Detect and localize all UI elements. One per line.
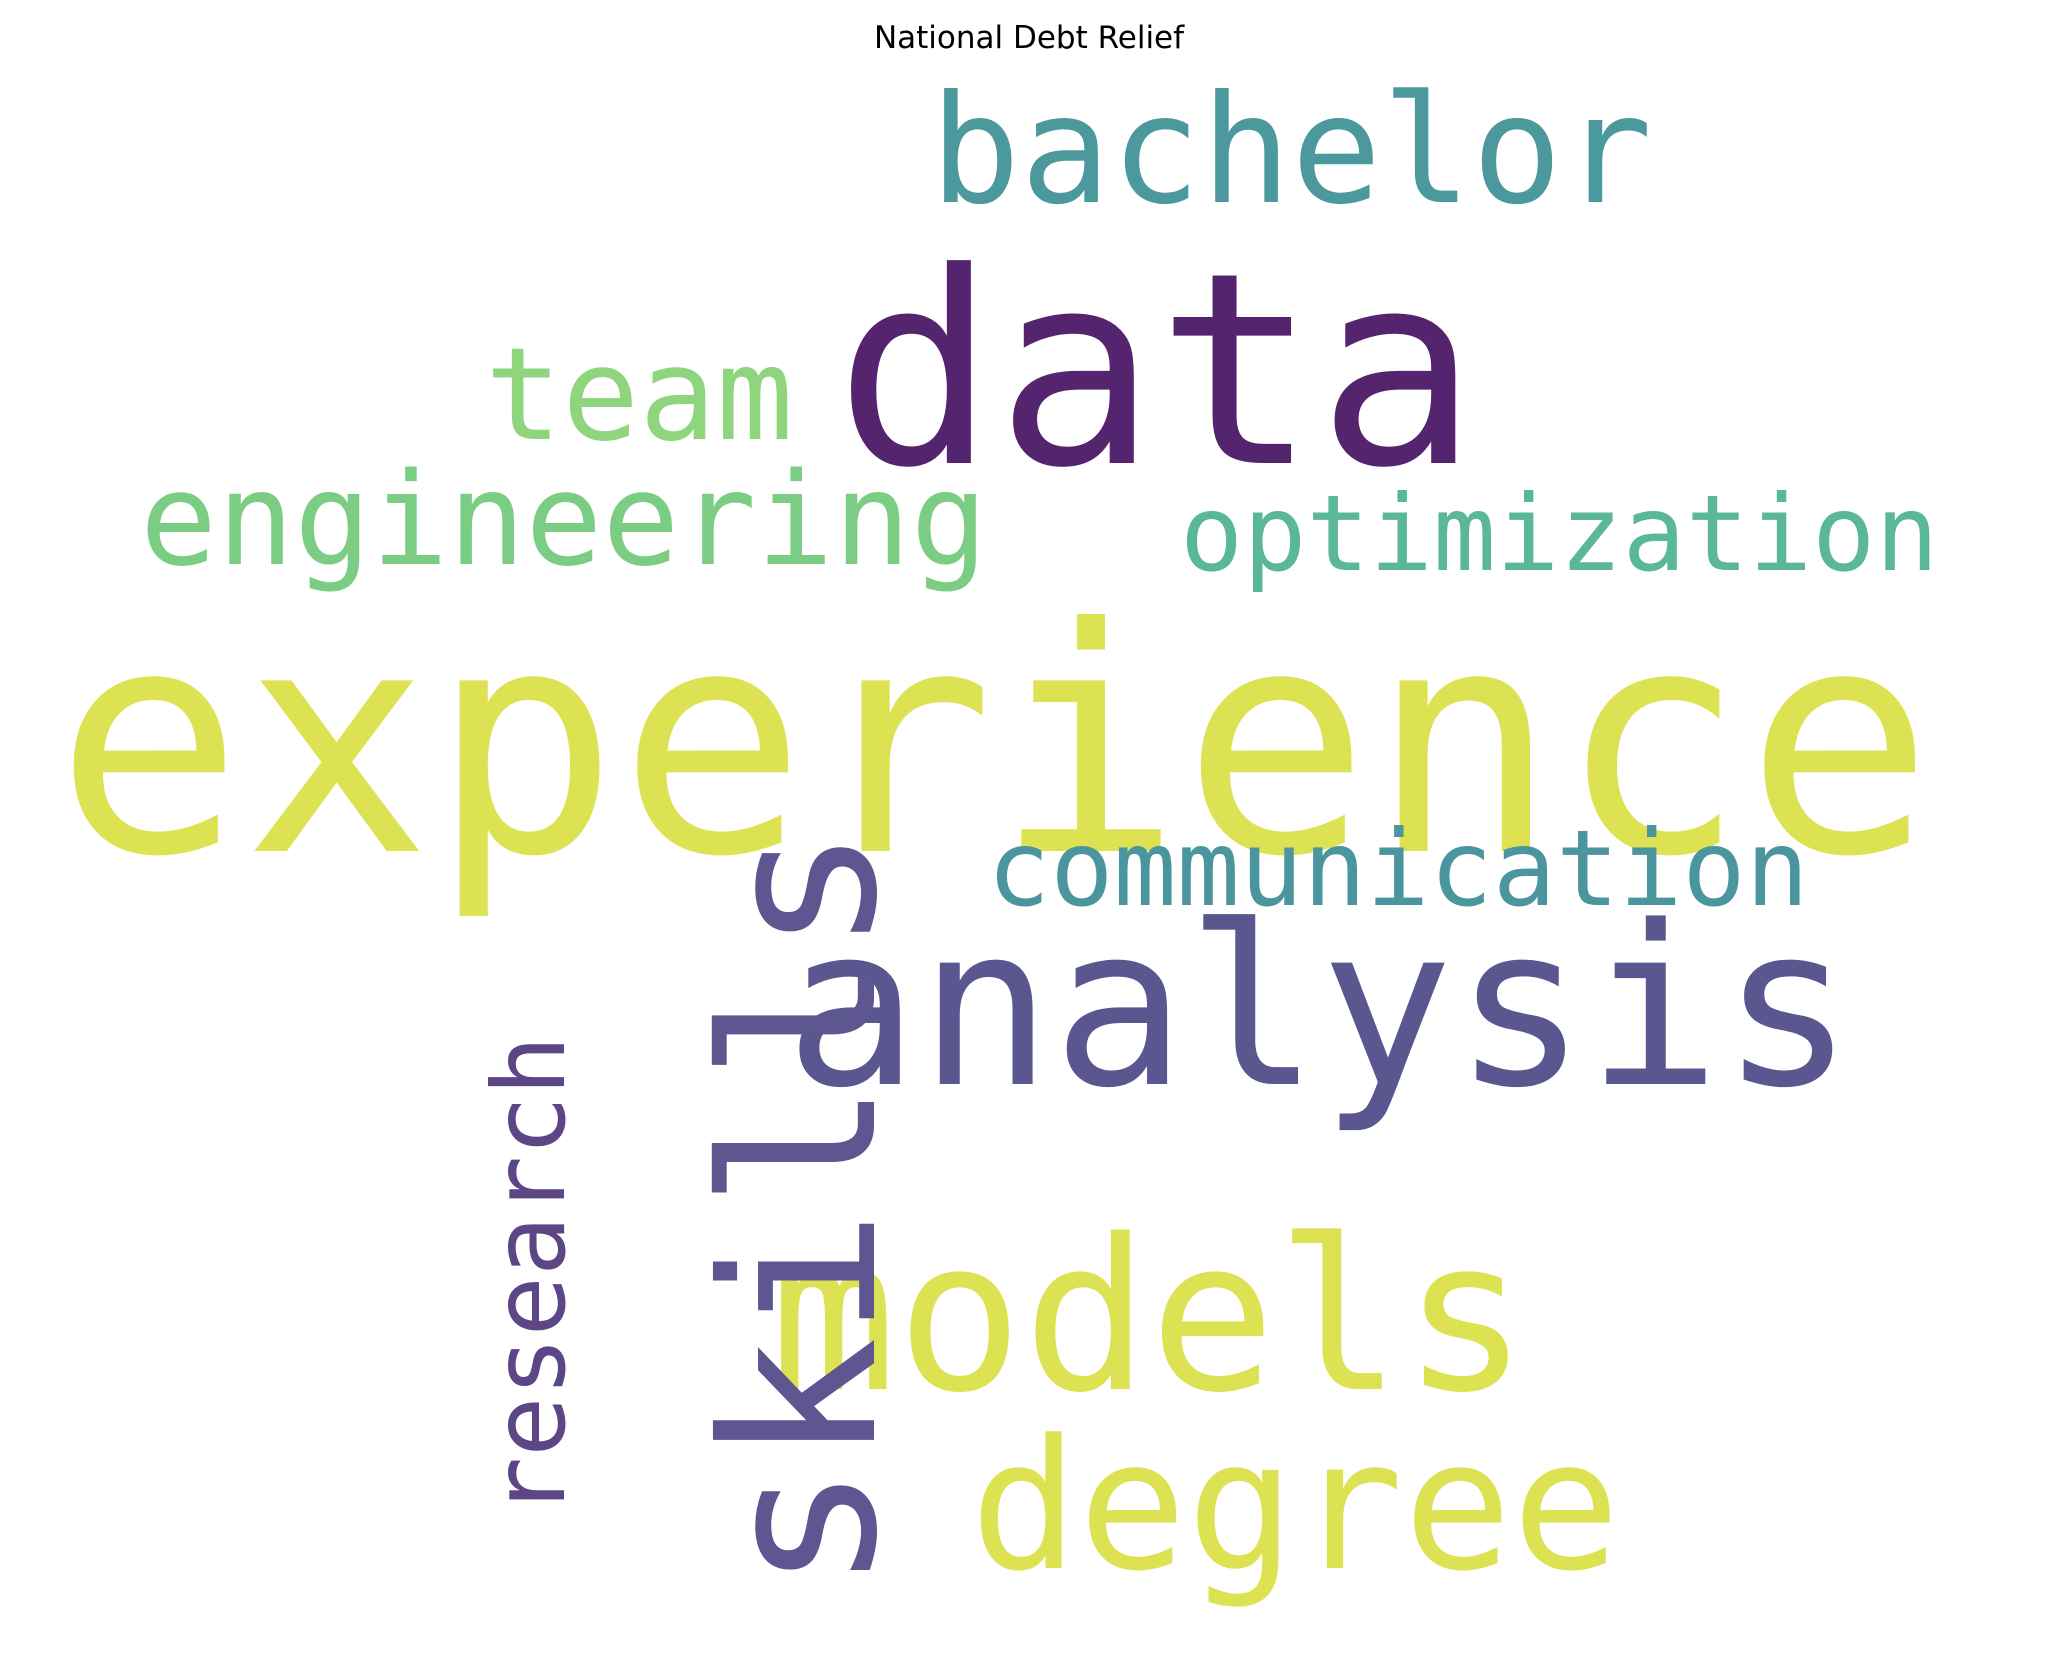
word-bachelor: bachelor <box>930 72 1653 238</box>
word-data: data <box>835 215 1478 526</box>
word-engineering: engineering <box>140 446 988 595</box>
word-communication: communication <box>987 808 1809 930</box>
word-models: models <box>770 1194 1529 1439</box>
word-experience: experience <box>55 561 1934 925</box>
word-research: research <box>471 1035 588 1517</box>
word-analysis: analysis <box>785 879 1855 1137</box>
word-optimization: optimization <box>1180 473 1939 595</box>
chart-title: National Debt Relief <box>873 20 1185 56</box>
word-skills: skills <box>677 826 924 1592</box>
word-team: team <box>485 321 794 470</box>
word-degree: degree <box>970 1402 1621 1611</box>
word-cloud: experience data analysis models degree b… <box>55 72 2050 1627</box>
